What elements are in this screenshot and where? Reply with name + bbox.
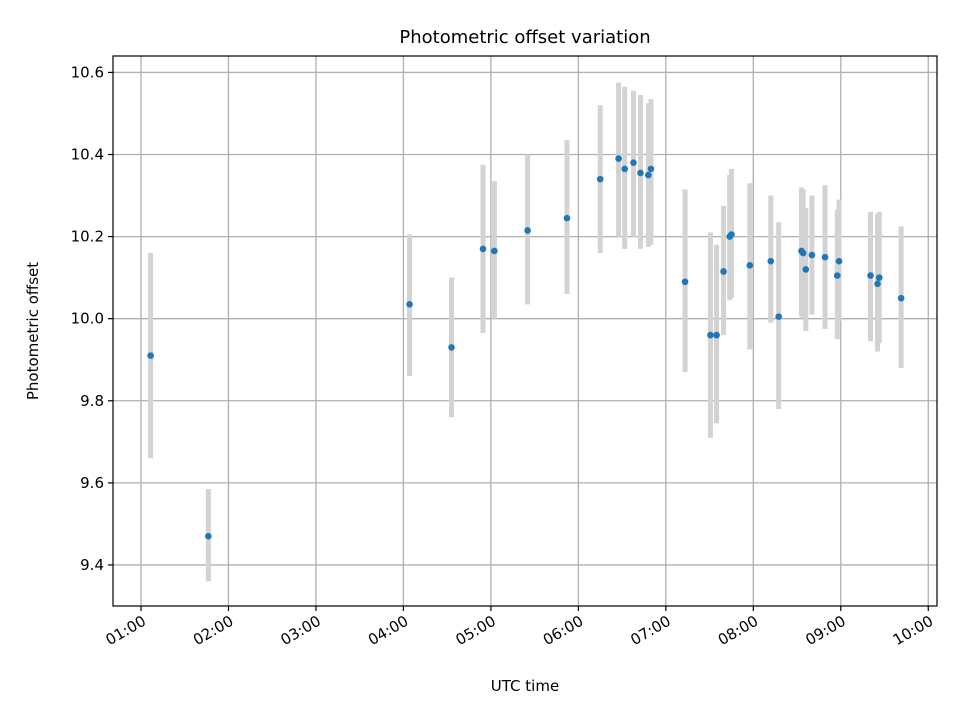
data-point bbox=[867, 272, 874, 279]
y-tick-label: 9.8 bbox=[80, 392, 104, 410]
data-point bbox=[799, 249, 807, 257]
data-point bbox=[746, 262, 754, 269]
data-point bbox=[406, 301, 413, 308]
data-point bbox=[448, 344, 455, 351]
data-point bbox=[615, 155, 622, 162]
y-tick-label: 10.2 bbox=[71, 228, 104, 246]
plot-frame bbox=[112, 55, 938, 607]
data-point bbox=[647, 165, 655, 173]
data-point bbox=[821, 253, 829, 261]
data-point bbox=[897, 294, 905, 302]
x-tick-label: 03:00 bbox=[277, 612, 323, 649]
y-axis-title: Photometric offset bbox=[24, 262, 42, 400]
data-point bbox=[205, 532, 212, 540]
data-point bbox=[563, 214, 571, 222]
x-tick-label: 08:00 bbox=[715, 612, 761, 649]
data-point bbox=[802, 266, 810, 273]
y-tick-label: 9.4 bbox=[80, 556, 104, 574]
x-axis: 01:00 02:00 03:00 04:00 05:00 06:00 07:00 08:00… bbox=[103, 606, 936, 649]
y-tick-label: 10.6 bbox=[71, 63, 104, 81]
x-tick-label: 02:00 bbox=[190, 612, 236, 649]
error-bars bbox=[148, 82, 904, 582]
data-point bbox=[479, 245, 487, 253]
x-tick-label: 09:00 bbox=[802, 612, 848, 649]
data-point bbox=[707, 331, 714, 339]
y-tick-label: 9.6 bbox=[80, 474, 104, 492]
data-point bbox=[875, 274, 883, 281]
x-tick-label: 05:00 bbox=[452, 612, 498, 649]
data-point bbox=[630, 159, 637, 167]
y-axis: 9.4 9.6 9.8 10.0 10.2 10.4 10.6 bbox=[71, 63, 113, 574]
data-point bbox=[681, 278, 689, 286]
y-tick-label: 10.0 bbox=[71, 310, 104, 328]
grid-lines bbox=[113, 56, 937, 606]
y-tick-label: 10.4 bbox=[71, 146, 104, 164]
chart-title: Photometric offset variation bbox=[399, 27, 650, 48]
data-point bbox=[621, 165, 629, 173]
data-point bbox=[775, 313, 782, 320]
data-point bbox=[767, 257, 775, 265]
data-point bbox=[720, 268, 727, 275]
data-point bbox=[835, 257, 843, 265]
data-point bbox=[491, 247, 498, 255]
data-point bbox=[728, 231, 735, 238]
data-point bbox=[596, 175, 604, 183]
data-point bbox=[874, 280, 881, 288]
x-tick-label: 10:00 bbox=[890, 612, 936, 649]
x-tick-label: 06:00 bbox=[540, 612, 586, 649]
x-axis-title: UTC time bbox=[491, 677, 559, 695]
x-tick-label: 07:00 bbox=[627, 612, 673, 649]
data-point bbox=[808, 251, 816, 259]
data-point bbox=[645, 171, 652, 179]
data-point bbox=[713, 331, 720, 339]
x-tick-label: 04:00 bbox=[365, 612, 411, 649]
data-point bbox=[637, 169, 644, 177]
x-tick-label: 01:00 bbox=[103, 612, 149, 649]
data-points bbox=[147, 155, 905, 540]
data-point bbox=[524, 227, 531, 234]
data-point bbox=[833, 272, 841, 279]
data-point bbox=[147, 352, 154, 359]
